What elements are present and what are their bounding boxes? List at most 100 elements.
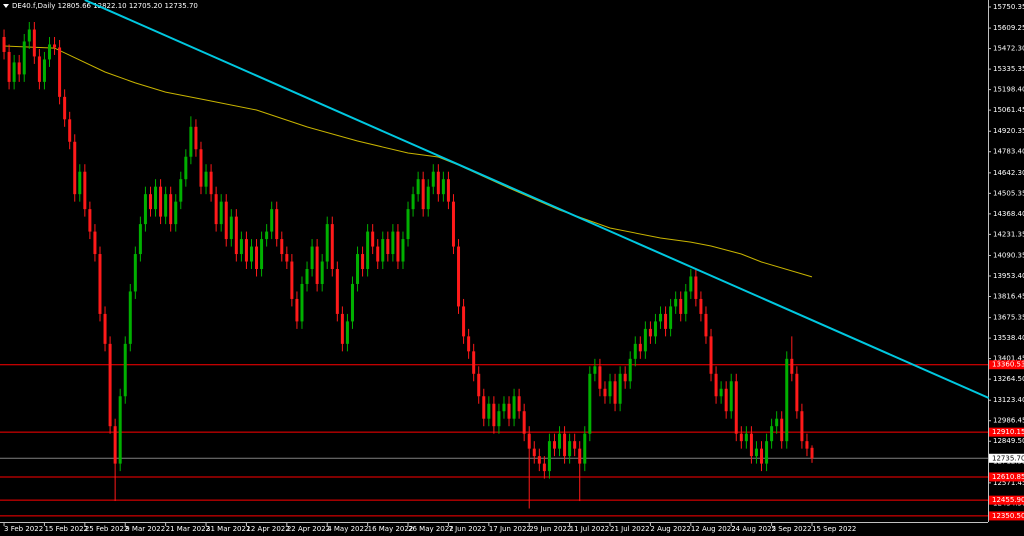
candle-body [290,261,294,299]
candle-body [295,298,299,322]
candle-body [780,418,784,442]
candle-body [280,239,284,255]
candle-body [58,47,62,97]
y-tick-label: 12849.50 [993,437,1024,445]
y-tick-label: 15609.25 [993,24,1024,32]
candle-body [628,358,632,382]
candle-body [73,141,77,195]
level-label: 12910.15 [992,428,1024,436]
candle-body [179,179,183,202]
x-tick-label: 15 Sep 2022 [812,525,856,533]
candle-body [199,149,203,187]
candle-body [315,246,319,284]
candle-body [679,298,683,314]
y-tick-label: 13953.40 [993,272,1024,280]
candle-body [17,62,21,75]
x-tick-label: 24 Aug 2022 [731,525,776,533]
x-tick-label: 21 Mar 2022 [166,525,210,533]
candle-body [63,96,67,120]
candle-body [583,433,587,464]
candle-body [219,201,223,225]
level-label-box [989,511,1024,521]
candle-body [457,246,461,307]
candle-body [164,194,168,217]
candle-body [133,254,137,292]
candle-body [42,59,46,82]
y-tick-label: 13264.50 [993,375,1024,383]
candle-body [552,441,556,449]
candle-body [643,328,647,352]
candle-body [704,313,708,337]
candle-body [325,224,329,262]
y-tick-label: 14505.35 [993,189,1024,197]
candle-body [406,209,410,240]
y-tick-label: 14090.35 [993,251,1024,259]
candle-body [674,298,678,307]
candle-body [547,441,551,472]
candle-body [714,373,718,397]
candle-body [7,51,11,82]
candle-body [623,373,627,382]
level-label: 13360.53 [992,361,1024,369]
candle-body [305,269,309,284]
y-tick-label: 13675.35 [993,314,1024,322]
y-tick-label: 12571.45 [993,479,1024,487]
y-tick-label: 15472.30 [993,45,1024,53]
candle-body [335,269,339,314]
candle-body [669,306,673,329]
candle-body [659,313,663,322]
y-tick-label: 13816.45 [993,292,1024,300]
level-label: 12610.85 [992,473,1024,481]
x-tick-label: 4 May 2022 [327,525,368,533]
candle-body [431,171,435,187]
candle-body [376,246,380,262]
candle-body [689,276,693,292]
candle-body [143,194,147,225]
candle-body [522,411,526,434]
candle-body [542,463,546,472]
candle-body [93,231,97,255]
candle-body [53,44,57,48]
x-tick-label: 12 Apr 2022 [246,525,289,533]
candle-body [699,298,703,314]
x-tick-label: 21 Jul 2022 [610,525,650,533]
candle-body [517,396,521,412]
candle-body [103,313,107,344]
y-tick-label: 13538.40 [993,334,1024,342]
x-tick-label: 11 Jul 2022 [570,525,610,533]
candle-body [371,231,375,247]
level-label-box [989,472,1024,482]
candle-body [320,261,324,284]
candle-body [345,321,349,344]
candle-body [578,448,582,464]
y-tick-label: 14231.35 [993,230,1024,238]
trendline [84,0,990,399]
candle-body [366,231,370,270]
candle-body [401,239,405,262]
candle-body [618,373,622,404]
candle-body [255,246,259,270]
candle-body [214,194,218,225]
candle-body [204,171,208,187]
candle-body [300,283,304,322]
y-tick-label: 14783.40 [993,148,1024,156]
level-label-box [989,360,1024,370]
candle-body [770,426,774,442]
level-label-box [989,427,1024,437]
candle-body [27,29,31,42]
candle-body [492,403,496,427]
candle-body [37,56,41,82]
y-tick-label: 15750.35 [993,3,1024,11]
candle-body [239,239,243,255]
candle-body [391,231,395,255]
candle-body [613,381,617,404]
candle-body [558,433,562,449]
candle-body [477,373,481,397]
candle-body [487,403,491,419]
candle-body [244,239,248,262]
candle-body [411,194,415,210]
x-tick-label: 5 Sep 2022 [772,525,812,533]
x-tick-label: 9 Mar 2022 [125,525,165,533]
candle-body [194,126,198,150]
candle-body [32,29,36,57]
